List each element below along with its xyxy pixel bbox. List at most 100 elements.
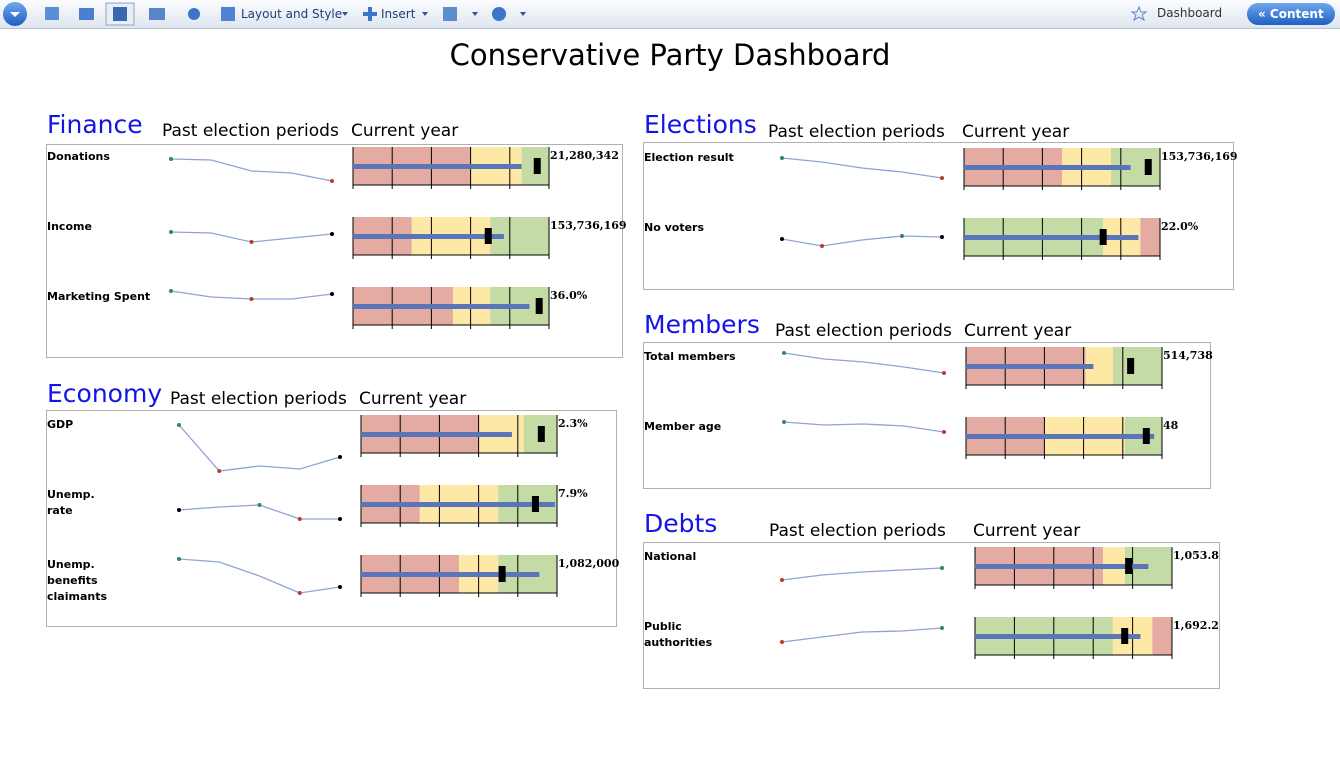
spark-dot xyxy=(330,292,334,296)
dropdown-arrow xyxy=(342,12,348,16)
spark-dot xyxy=(169,289,173,293)
sparkline xyxy=(781,627,943,643)
spark-dot xyxy=(900,234,904,238)
column-header: Past election periods xyxy=(768,122,945,142)
section-title: Debts xyxy=(644,509,718,538)
spark-dot xyxy=(940,235,944,239)
spark-dot xyxy=(942,371,946,375)
spark-dot xyxy=(297,591,302,595)
bullet-target xyxy=(484,228,492,244)
column-header: Current year xyxy=(351,121,459,141)
row-label: Unemp. benefits claimants xyxy=(47,558,108,603)
panel-box xyxy=(643,342,1211,489)
bullet-bar xyxy=(353,234,504,239)
value-label: 153,736,169 xyxy=(1161,150,1238,163)
bullet-band xyxy=(1152,617,1172,655)
value-label: 153,736,169 xyxy=(550,219,627,232)
spark-dot xyxy=(338,585,342,589)
dropdown-arrow xyxy=(520,12,526,16)
value-label: 21,280,342 xyxy=(550,149,619,162)
menu-arrow xyxy=(10,12,20,17)
spark-dot xyxy=(338,455,342,459)
spark-dot xyxy=(257,503,262,507)
row-label: Member age xyxy=(644,420,722,433)
column-header: Past election periods xyxy=(162,121,339,141)
content-button[interactable] xyxy=(1247,3,1335,25)
bullet-target xyxy=(533,158,541,174)
sparkline xyxy=(781,235,943,247)
layout-menu[interactable]: Layout and Style xyxy=(241,7,343,21)
toolbar xyxy=(0,0,1340,28)
mail-icon[interactable] xyxy=(149,8,165,20)
panel-box xyxy=(643,542,1220,689)
bullet-target xyxy=(498,566,506,582)
panel-box xyxy=(643,142,1234,290)
spark-dot xyxy=(169,230,173,234)
spark-dot xyxy=(780,578,784,582)
column-header: Past election periods xyxy=(775,321,952,341)
bullet-target xyxy=(1144,159,1152,175)
bullet-band xyxy=(1140,218,1160,256)
bullet-bar xyxy=(361,502,556,507)
spark-dot xyxy=(169,157,173,161)
refresh-icon[interactable] xyxy=(188,8,200,20)
sparkline xyxy=(783,421,945,433)
sparkline xyxy=(178,504,340,520)
row-label: Public authorities xyxy=(644,620,713,649)
dashboard-link[interactable]: Dashboard xyxy=(1157,6,1223,20)
bullet-target xyxy=(1125,558,1133,574)
bullet-bar xyxy=(353,164,522,169)
section-title: Elections xyxy=(644,110,757,139)
insert-icon[interactable] xyxy=(363,7,377,21)
sparkline xyxy=(178,424,341,472)
spark-dot xyxy=(940,566,944,570)
row-label: No voters xyxy=(644,221,705,234)
bullet-target xyxy=(1099,229,1107,245)
row-label: National xyxy=(644,550,697,563)
help-icon[interactable] xyxy=(492,7,506,21)
content-label[interactable]: « Content xyxy=(1258,7,1324,21)
value-label: 1,692.2 xyxy=(1173,619,1219,632)
section-title: Economy xyxy=(47,379,163,408)
value-label: 36.0% xyxy=(550,289,588,302)
open-icon[interactable] xyxy=(79,8,94,20)
insert-menu[interactable]: Insert xyxy=(381,7,416,21)
spark-dot xyxy=(942,430,946,434)
value-label: 48 xyxy=(1163,419,1179,432)
column-header: Current year xyxy=(359,389,467,409)
sparkline xyxy=(170,158,333,182)
bullet-bar xyxy=(966,434,1155,439)
spark-dot xyxy=(820,244,824,248)
spark-dot xyxy=(177,423,181,427)
spark-dot xyxy=(782,420,786,424)
column-header: Past election periods xyxy=(769,521,946,541)
bullet-bar xyxy=(353,304,530,309)
layout-icon[interactable] xyxy=(221,7,235,21)
star-icon[interactable] xyxy=(1130,5,1148,22)
new-icon[interactable] xyxy=(45,7,59,20)
share-icon[interactable] xyxy=(443,7,457,21)
panel-box xyxy=(46,144,623,358)
sparkline xyxy=(783,352,945,374)
spark-dot xyxy=(330,232,334,236)
value-label: 22.0% xyxy=(1161,220,1199,233)
spark-dot xyxy=(249,297,254,301)
row-label: Marketing Spent xyxy=(47,290,151,303)
value-label: 7.9% xyxy=(558,487,588,500)
row-label: Income xyxy=(47,220,92,233)
row-label: Unemp. rate xyxy=(47,488,95,517)
column-header: Current year xyxy=(964,321,1072,341)
bullet-target xyxy=(537,426,545,442)
column-header: Current year xyxy=(973,521,1081,541)
bullet-bar xyxy=(975,634,1141,639)
section-title: Finance xyxy=(47,110,143,139)
bullet-target xyxy=(1127,358,1135,374)
panel-box xyxy=(46,410,617,627)
column-header: Current year xyxy=(962,122,1070,142)
sparkline xyxy=(781,567,943,581)
bullet-band xyxy=(1113,347,1162,385)
spark-dot xyxy=(177,557,181,561)
spark-dot xyxy=(297,517,302,521)
